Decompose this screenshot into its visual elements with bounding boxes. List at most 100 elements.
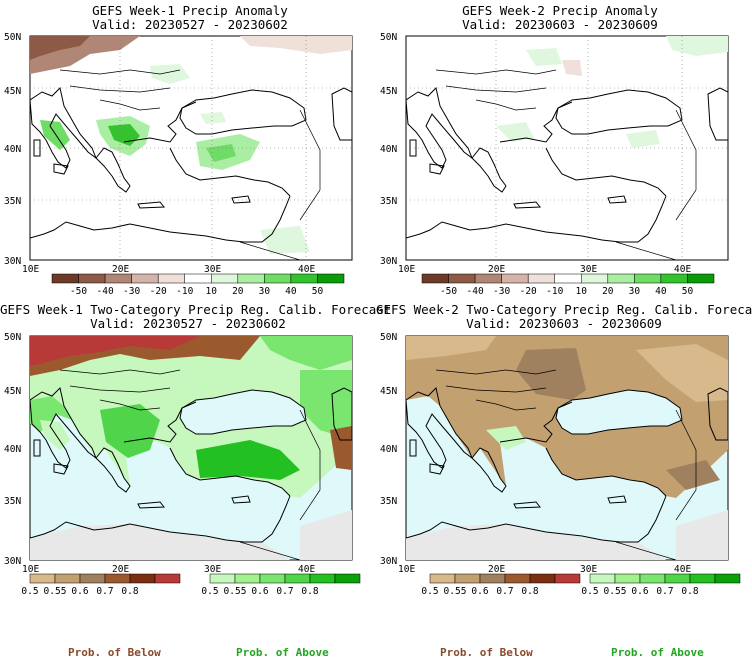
week2-anomaly-map: 50N 45N 40N 35N 30N 10E 20E 30E 40E (380, 32, 729, 275)
colorbar-swatch (104, 273, 132, 284)
colorbar-swatch (687, 273, 715, 284)
colorbar-swatch (448, 273, 476, 284)
lat-label-40n: 40N (380, 444, 397, 455)
colorbar-swatch (639, 573, 666, 584)
colorbar-tick-label: 0.7 (656, 586, 673, 597)
lon-label-40e: 40E (298, 264, 315, 275)
week1-probability-map: 50N 45N 40N 35N 30N 10E 20E 30E 40E (4, 332, 353, 575)
panel3-title: GEFS Week-1 Two-Category Precip Reg. Cal… (0, 302, 392, 331)
colorbar-swatch (184, 273, 212, 284)
colorbar-tick-label: 0.55 (44, 586, 67, 597)
panel1-title: GEFS Week-1 Precip Anomaly Valid: 2023052… (92, 3, 288, 32)
colorbar-swatch (527, 273, 555, 284)
colorbar-tick-label: -30 (123, 286, 140, 297)
prob-above-caption-week2: Prob. of Above (611, 646, 704, 659)
colorbar-swatch (157, 273, 185, 284)
colorbar-swatch (664, 573, 691, 584)
colorbar-swatch (234, 573, 261, 584)
colorbar-tick-label: 0.55 (604, 586, 627, 597)
prob-below-caption-week2: Prob. of Below (440, 646, 533, 659)
anomaly-colorbar-week1: -50 -40 -30 -20 -10 10 20 30 40 50 (51, 273, 345, 297)
colorbar-tick-label: 0.6 (71, 586, 88, 597)
colorbar-tick-label: -10 (176, 286, 193, 297)
week2-probability-map: 50N 45N 40N 35N 30N 10E 20E 30E 40E (380, 332, 729, 575)
colorbar-swatch (309, 573, 336, 584)
lat-label-35n: 35N (380, 196, 397, 207)
colorbar-swatch (129, 573, 156, 584)
colorbar-swatch (51, 273, 79, 284)
colorbar-tick-label: 40 (655, 286, 667, 297)
colorbar-tick-label: 30 (259, 286, 271, 297)
colorbar-tick-label: 0.6 (471, 586, 488, 597)
colorbar-swatch (54, 573, 81, 584)
colorbar-tick-label: 0.5 (21, 586, 38, 597)
lon-label-20e: 20E (112, 564, 129, 575)
colorbar-tick-label: -30 (493, 286, 510, 297)
below-colorbar-week2: 0.5 0.55 0.6 0.7 0.8 (421, 573, 581, 597)
colorbar-swatch (554, 573, 581, 584)
colorbar-tick-label: 0.5 (201, 586, 218, 597)
colorbar-swatch (317, 273, 345, 284)
colorbar-swatch (421, 273, 449, 284)
lon-label-40e: 40E (674, 564, 691, 575)
lon-label-10e: 10E (398, 564, 415, 575)
colorbar-tick-label: -40 (97, 286, 114, 297)
lon-label-20e: 20E (112, 264, 129, 275)
colorbar-tick-label: -40 (467, 286, 484, 297)
lat-label-50n: 50N (380, 332, 397, 343)
colorbar-tick-label: 10 (206, 286, 218, 297)
colorbar-swatch (554, 273, 582, 284)
colorbar-tick-label: 0.6 (631, 586, 648, 597)
colorbar-swatch (79, 573, 106, 584)
lon-label-10e: 10E (22, 564, 39, 575)
colorbar-swatch (589, 573, 616, 584)
colorbar-tick-label: 0.7 (276, 586, 293, 597)
colorbar-swatch (290, 273, 318, 284)
colorbar-swatch (689, 573, 716, 584)
colorbar-swatch (474, 273, 502, 284)
lat-label-40n: 40N (4, 144, 21, 155)
colorbar-tick-label: 50 (682, 286, 694, 297)
lat-label-45n: 45N (4, 386, 21, 397)
week1-anomaly-map: 50N 45N 40N 35N 30N 10E 20E 30E 40E (4, 32, 353, 275)
lon-label-10e: 10E (22, 264, 39, 275)
prob-above-caption-week1: Prob. of Above (236, 646, 329, 659)
panel4-title: GEFS Week-2 Two-Category Precip Reg. Cal… (376, 302, 752, 331)
lat-label-35n: 35N (4, 496, 21, 507)
above-colorbar-week2: 0.5 0.55 0.6 0.7 0.8 (581, 573, 741, 597)
colorbar-tick-label: 40 (285, 286, 297, 297)
colorbar-tick-label: 0.5 (581, 586, 598, 597)
lon-label-30e: 30E (580, 564, 597, 575)
colorbar-tick-label: 0.8 (681, 586, 698, 597)
colorbar-swatch (504, 573, 531, 584)
lat-label-30n: 30N (4, 556, 21, 567)
below-colorbar-week1: 0.5 0.55 0.6 0.7 0.8 (21, 573, 181, 597)
colorbar-swatch (104, 573, 131, 584)
lon-label-20e: 20E (488, 564, 505, 575)
colorbar-swatch (237, 273, 265, 284)
colorbar-swatch (131, 273, 159, 284)
colorbar-swatch (429, 573, 456, 584)
lon-label-30e: 30E (204, 564, 221, 575)
lat-label-45n: 45N (4, 86, 21, 97)
colorbar-tick-label: 0.6 (251, 586, 268, 597)
lat-label-30n: 30N (4, 256, 21, 267)
lat-label-50n: 50N (380, 32, 397, 43)
colorbar-swatch (660, 273, 688, 284)
colorbar-swatch (29, 573, 56, 584)
colorbar-tick-label: 0.7 (96, 586, 113, 597)
colorbar-swatch (78, 273, 106, 284)
colorbar-tick-label: 0.8 (521, 586, 538, 597)
colorbar-swatch (614, 573, 641, 584)
colorbar-tick-label: 20 (602, 286, 614, 297)
colorbar-swatch (607, 273, 635, 284)
colorbar-swatch (479, 573, 506, 584)
colorbar-swatch (501, 273, 529, 284)
colorbar-tick-label: 0.55 (224, 586, 247, 597)
colorbar-tick-label: 0.8 (301, 586, 318, 597)
colorbar-tick-label: 0.7 (496, 586, 513, 597)
colorbar-swatch (714, 573, 741, 584)
colorbar-tick-label: 20 (232, 286, 244, 297)
lon-label-30e: 30E (580, 264, 597, 275)
lat-label-50n: 50N (4, 332, 21, 343)
